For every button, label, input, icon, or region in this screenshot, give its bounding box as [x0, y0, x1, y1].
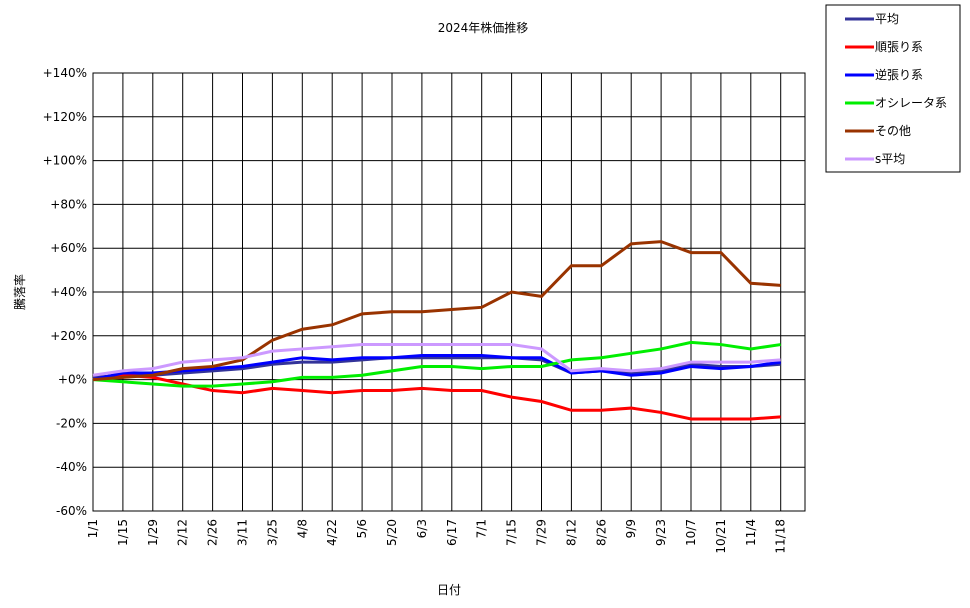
legend-label: 逆張り系 [875, 67, 923, 82]
x-tick-label: 11/4 [744, 519, 758, 546]
x-tick-label: 3/25 [265, 519, 279, 546]
x-tick-label: 1/29 [146, 519, 160, 546]
x-tick-label: 9/9 [624, 519, 638, 538]
x-tick-label: 11/18 [774, 519, 788, 554]
y-axis-label: 騰落率 [12, 274, 27, 310]
y-tick-label: +100% [43, 154, 87, 168]
x-tick-label: 7/1 [475, 519, 489, 538]
x-axis-label: 日付 [437, 583, 461, 597]
x-tick-label: 1/1 [86, 519, 100, 538]
series-line [92, 373, 781, 421]
y-tick-label: +40% [50, 285, 87, 299]
y-tick-label: +80% [50, 197, 87, 211]
x-tick-label: 8/12 [564, 519, 578, 546]
x-tick-label: 4/22 [325, 519, 339, 546]
y-tick-label: -20% [56, 416, 87, 430]
x-tick-label: 10/7 [684, 519, 698, 546]
legend-label: オシレータ系 [875, 96, 947, 110]
y-tick-label: +120% [43, 110, 87, 124]
y-tick-label: -40% [56, 460, 87, 474]
series-line [92, 240, 781, 382]
y-tick-label: +0% [58, 373, 87, 387]
y-tick-label: -60% [56, 504, 87, 518]
y-tick-label: +140% [43, 66, 87, 80]
x-tick-label: 7/29 [535, 519, 549, 546]
x-tick-label: 1/15 [116, 519, 130, 546]
x-tick-label: 8/26 [594, 519, 608, 546]
y-tick-label: +60% [50, 241, 87, 255]
x-tick-label: 6/3 [415, 519, 429, 538]
series-line [92, 340, 781, 388]
x-tick-label: 4/8 [295, 519, 309, 538]
x-tick-label: 2/26 [206, 519, 220, 546]
x-tick-label: 6/17 [445, 519, 459, 546]
x-tick-label: 5/20 [385, 519, 399, 546]
x-tick-label: 5/6 [355, 519, 369, 538]
x-tick-label: 3/11 [236, 519, 250, 546]
x-tick-label: 9/23 [654, 519, 668, 546]
legend-label: 平均 [875, 12, 899, 26]
series-line [92, 343, 781, 377]
legend-label: その他 [875, 124, 911, 138]
legend-label: s平均 [875, 152, 905, 166]
series-line [92, 356, 781, 379]
x-tick-label: 10/21 [714, 519, 728, 554]
y-tick-label: +20% [50, 329, 87, 343]
series-line [92, 354, 781, 382]
x-tick-label: 2/12 [176, 519, 190, 546]
x-tick-label: 7/15 [505, 519, 519, 546]
legend-label: 順張り系 [875, 40, 923, 54]
legend-box [825, 4, 961, 173]
chart-title: 2024年株価推移 [438, 20, 529, 35]
